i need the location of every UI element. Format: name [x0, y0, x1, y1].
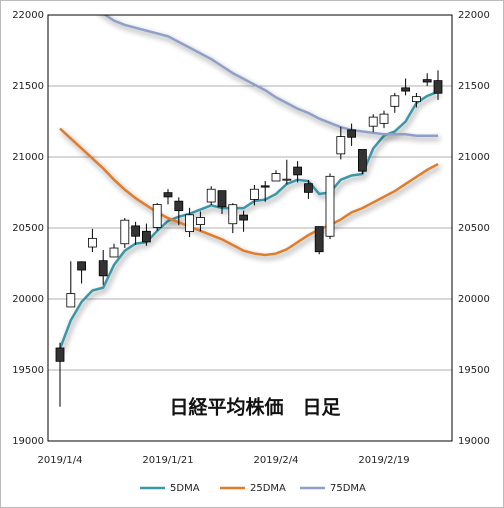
legend-label: 5DMA: [170, 483, 200, 494]
candle-body: [66, 293, 76, 308]
candle-body: [271, 173, 281, 182]
y-tick-label-right: 22000: [458, 10, 490, 21]
candle-body: [109, 247, 119, 258]
legend-label: 25DMA: [250, 483, 286, 494]
x-tick-label: 2019/1/4: [38, 455, 83, 466]
x-tick-label: 2019/2/4: [254, 455, 299, 466]
y-tick-label-right: 21000: [458, 152, 490, 163]
candle-body: [401, 87, 411, 92]
candle-body: [249, 188, 259, 200]
candle-body: [141, 230, 151, 243]
y-tick-label-right: 19000: [458, 436, 490, 447]
y-tick-label-right: 19500: [458, 365, 490, 376]
ma-line: [103, 15, 438, 137]
y-tick-label-right: 20500: [458, 223, 490, 234]
x-tick-label: 2019/2/19: [358, 455, 409, 466]
candle-body: [422, 79, 432, 83]
y-tick-label: 20500: [12, 223, 44, 234]
candle-body: [77, 261, 86, 271]
y-tick-label: 21000: [12, 152, 44, 163]
plot-border: [47, 14, 453, 442]
candle-body: [433, 80, 443, 94]
candle-body: [206, 188, 216, 203]
candle-body: [98, 260, 108, 277]
y-tick-label: 22000: [12, 10, 44, 21]
candle-body: [260, 185, 270, 188]
candle-body: [239, 214, 249, 221]
candle-body: [379, 113, 389, 124]
ma-line: [58, 90, 439, 350]
candle-body: [390, 95, 400, 107]
candle-body: [163, 192, 173, 198]
candle-body: [120, 219, 130, 245]
candle-body: [357, 149, 367, 172]
y-tick-label: 20000: [12, 294, 44, 305]
candle-body: [293, 166, 303, 176]
candle-body: [174, 200, 184, 212]
candle-body: [325, 175, 335, 237]
candle-body: [228, 204, 238, 225]
candle-body: [152, 204, 162, 228]
candle-body: [217, 190, 227, 208]
legend-label: 75DMA: [330, 483, 366, 494]
y-tick-label: 19000: [12, 436, 44, 447]
y-tick-label: 19500: [12, 365, 44, 376]
candle-body: [195, 217, 205, 225]
candle-body: [368, 116, 378, 127]
chart-title: 日経平均株価 日足: [169, 396, 341, 419]
candle-body: [336, 136, 346, 155]
ma-line: [59, 127, 439, 257]
candle-body: [314, 226, 324, 253]
y-tick-label-right: 21500: [458, 81, 490, 92]
candle-body: [88, 237, 97, 248]
candle-body: [131, 225, 141, 237]
candle-body: [282, 178, 292, 181]
y-tick-label: 21500: [12, 81, 44, 92]
candle-body: [347, 129, 357, 138]
candle-body: [55, 347, 65, 362]
x-tick-label: 2019/1/21: [142, 455, 193, 466]
y-tick-label-right: 20000: [458, 294, 490, 305]
candle-body: [185, 214, 195, 232]
candle-body: [303, 183, 313, 193]
candle-body: [411, 96, 421, 103]
